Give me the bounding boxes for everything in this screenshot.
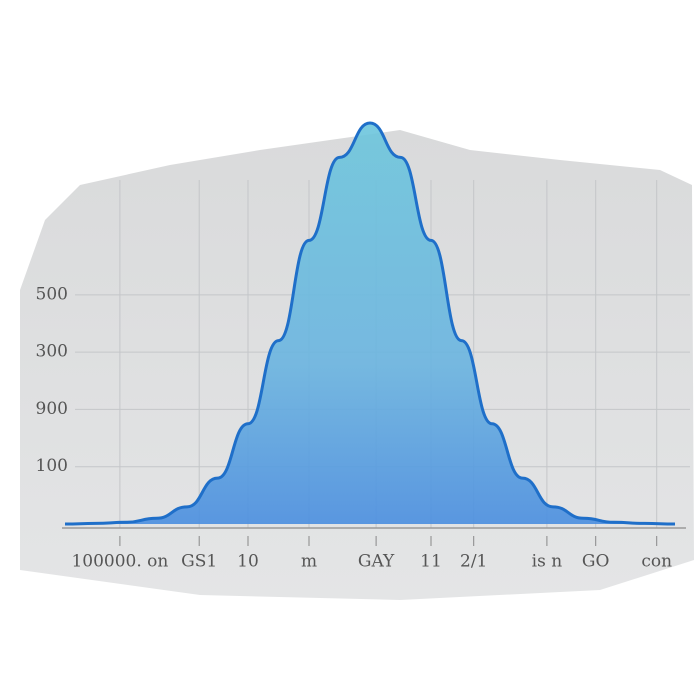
x-tick-label: con xyxy=(641,552,672,572)
x-tick-label: GO xyxy=(582,552,610,572)
x-tick-label: m xyxy=(301,552,317,572)
area xyxy=(65,123,675,524)
x-tick-label: GAY xyxy=(358,552,395,572)
x-tick-label: 100000. on xyxy=(71,552,168,572)
x-tick-label: 11 xyxy=(420,552,442,572)
line xyxy=(64,121,676,526)
y-tick-label: 500 xyxy=(36,284,68,304)
plot xyxy=(64,121,676,526)
x-tick-label: 10 xyxy=(237,552,259,572)
x-tick-label: GS1 xyxy=(181,552,217,572)
x-tick-label: 2/1 xyxy=(460,552,487,572)
y-tick-label: 300 xyxy=(36,342,68,362)
y-tick-label: 100 xyxy=(36,456,68,476)
y-tick-label: 900 xyxy=(36,399,68,419)
x-tick-label: is n xyxy=(532,552,563,572)
